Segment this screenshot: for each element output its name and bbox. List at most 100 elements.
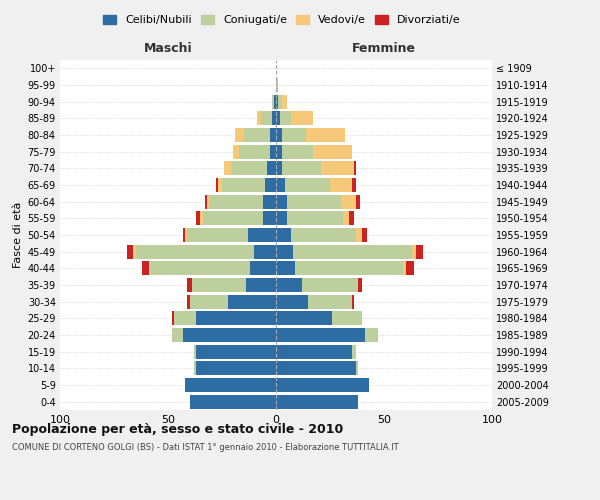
Bar xyxy=(276,94,278,109)
Bar xyxy=(269,128,276,142)
Bar xyxy=(172,311,175,326)
Bar xyxy=(190,394,276,409)
Bar xyxy=(352,294,354,308)
Bar xyxy=(183,328,276,342)
Bar xyxy=(276,378,369,392)
Bar xyxy=(190,294,229,308)
Bar xyxy=(192,278,246,292)
Bar xyxy=(187,228,248,242)
Bar xyxy=(276,278,302,292)
Bar xyxy=(263,211,276,226)
Bar xyxy=(406,261,414,276)
Bar xyxy=(244,128,269,142)
Bar xyxy=(356,361,358,376)
Bar xyxy=(185,378,276,392)
Bar xyxy=(268,162,276,175)
Bar xyxy=(276,228,291,242)
Bar xyxy=(276,162,283,175)
Bar xyxy=(265,178,276,192)
Bar xyxy=(263,194,276,209)
Bar xyxy=(352,344,356,359)
Bar xyxy=(239,144,269,159)
Y-axis label: Fasce di età: Fasce di età xyxy=(13,202,23,268)
Bar xyxy=(403,261,406,276)
Bar xyxy=(341,194,356,209)
Bar xyxy=(183,228,185,242)
Bar xyxy=(276,311,332,326)
Bar xyxy=(308,294,352,308)
Bar xyxy=(196,361,276,376)
Bar xyxy=(412,244,416,259)
Bar xyxy=(356,194,360,209)
Bar xyxy=(276,294,308,308)
Bar xyxy=(276,178,284,192)
Bar xyxy=(276,144,283,159)
Bar xyxy=(283,128,306,142)
Bar xyxy=(293,244,412,259)
Bar xyxy=(358,278,362,292)
Bar xyxy=(257,112,261,126)
Bar xyxy=(203,211,263,226)
Bar xyxy=(287,211,343,226)
Bar xyxy=(209,194,263,209)
Bar xyxy=(276,361,356,376)
Bar xyxy=(283,144,313,159)
Bar xyxy=(295,261,403,276)
Bar xyxy=(200,211,203,226)
Bar xyxy=(196,211,200,226)
Bar xyxy=(276,194,287,209)
Bar xyxy=(222,178,265,192)
Bar xyxy=(302,278,358,292)
Bar xyxy=(349,211,354,226)
Bar xyxy=(229,294,276,308)
Bar xyxy=(233,144,239,159)
Bar xyxy=(149,261,250,276)
Bar xyxy=(218,178,222,192)
Bar xyxy=(283,162,322,175)
Text: COMUNE DI CORTENO GOLGI (BS) - Dati ISTAT 1° gennaio 2010 - Elaborazione TUTTITA: COMUNE DI CORTENO GOLGI (BS) - Dati ISTA… xyxy=(12,442,398,452)
Bar xyxy=(276,211,287,226)
Bar xyxy=(332,311,362,326)
Bar xyxy=(248,228,276,242)
Bar xyxy=(215,178,218,192)
Bar xyxy=(224,162,230,175)
Bar xyxy=(283,94,287,109)
Bar xyxy=(291,112,313,126)
Bar xyxy=(276,128,283,142)
Bar xyxy=(187,278,192,292)
Bar xyxy=(136,244,254,259)
Bar xyxy=(175,311,196,326)
Bar xyxy=(287,194,341,209)
Bar xyxy=(269,144,276,159)
Bar xyxy=(187,294,190,308)
Bar xyxy=(261,112,272,126)
Bar xyxy=(274,94,276,109)
Bar xyxy=(127,244,133,259)
Bar xyxy=(194,361,196,376)
Bar xyxy=(172,328,183,342)
Bar xyxy=(362,228,367,242)
Bar xyxy=(272,112,276,126)
Bar xyxy=(322,162,354,175)
Bar xyxy=(276,261,295,276)
Bar xyxy=(278,94,283,109)
Bar xyxy=(276,394,358,409)
Bar xyxy=(354,162,356,175)
Bar xyxy=(230,162,268,175)
Bar xyxy=(250,261,276,276)
Bar xyxy=(276,328,365,342)
Bar xyxy=(194,344,196,359)
Bar xyxy=(365,328,377,342)
Bar xyxy=(276,244,293,259)
Bar xyxy=(254,244,276,259)
Bar xyxy=(246,278,276,292)
Bar xyxy=(272,94,274,109)
Bar xyxy=(291,228,356,242)
Bar xyxy=(196,311,276,326)
Bar xyxy=(207,194,209,209)
Bar xyxy=(330,178,352,192)
Bar xyxy=(142,261,149,276)
Bar xyxy=(133,244,136,259)
Text: Popolazione per età, sesso e stato civile - 2010: Popolazione per età, sesso e stato civil… xyxy=(12,422,343,436)
Bar xyxy=(352,178,356,192)
